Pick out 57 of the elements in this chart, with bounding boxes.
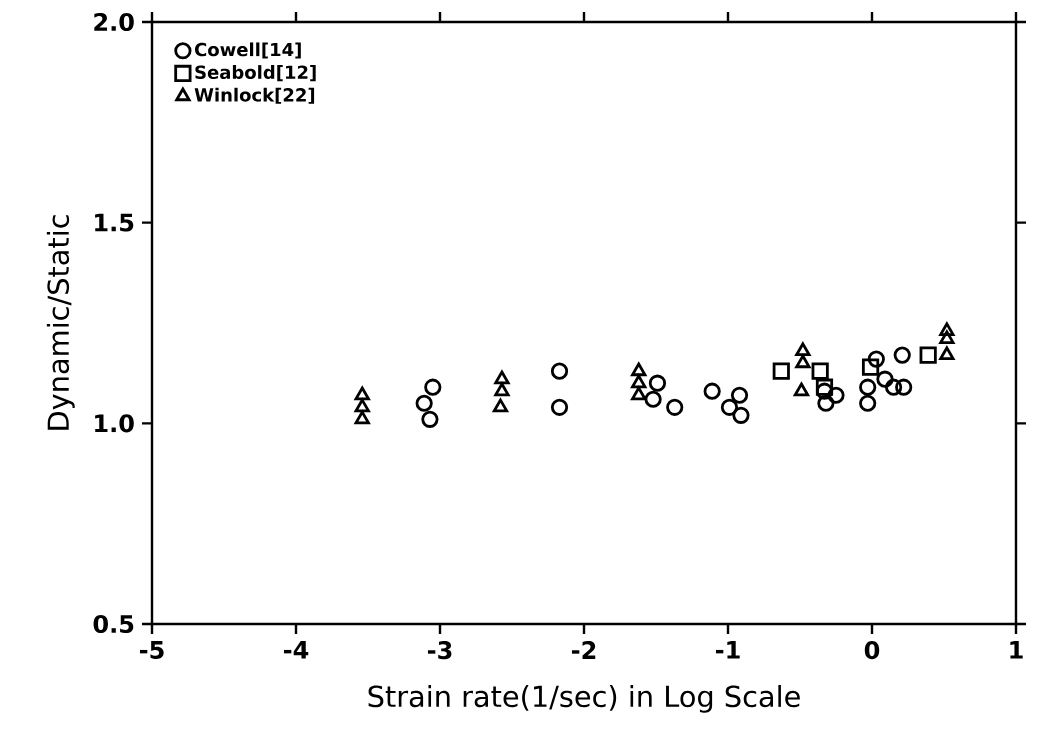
point [424, 378, 442, 396]
point [939, 322, 955, 337]
y-tick-label: 2.0 [94, 12, 134, 32]
point [867, 350, 885, 368]
point [861, 358, 880, 376]
y-axis-title: Dynamic/Static [46, 215, 75, 430]
x-tick-label: 1 [1010, 641, 1023, 659]
point [631, 374, 647, 389]
point [815, 378, 834, 396]
point [795, 342, 811, 357]
point [720, 398, 739, 416]
point [644, 390, 662, 408]
point [666, 398, 684, 416]
point [494, 382, 510, 397]
point [939, 330, 955, 345]
point [631, 386, 647, 401]
point [859, 378, 877, 396]
point [415, 394, 433, 412]
legend-label: Winlock[22] [194, 87, 315, 104]
point [631, 362, 647, 377]
point [494, 370, 510, 385]
point [550, 362, 569, 380]
point [895, 378, 913, 396]
y-tick-label: 0.5 [93, 614, 134, 634]
x-tick-label: -5 [139, 641, 164, 659]
y-tick-label: 1.5 [95, 213, 134, 232]
point [772, 362, 790, 380]
point [354, 398, 370, 413]
point [732, 406, 750, 424]
x-tick-label: -4 [283, 641, 309, 659]
point [817, 394, 835, 412]
point [793, 382, 810, 397]
point [885, 378, 903, 396]
x-tick-label: -2 [571, 641, 596, 659]
point [795, 354, 811, 369]
x-tick-label: 0 [864, 641, 880, 660]
point [827, 386, 845, 404]
point [648, 374, 667, 392]
x-tick-label: -3 [427, 641, 452, 660]
legend-label: Seabold[12] [195, 65, 316, 82]
point [354, 410, 370, 425]
x-axis-title: Strain rate(1/sec) in Log Scale [368, 684, 800, 713]
point [876, 370, 894, 388]
point [550, 398, 569, 416]
point [919, 346, 937, 364]
point [893, 346, 911, 364]
point [703, 382, 721, 400]
x-tick-label: -1 [715, 641, 740, 659]
y-tick-label: 1.0 [95, 414, 134, 433]
point [939, 346, 955, 361]
point [859, 394, 877, 412]
point [730, 386, 749, 404]
legend-label: Cowell[14] [195, 42, 301, 59]
point [811, 362, 829, 380]
point [421, 410, 439, 428]
point [354, 386, 370, 401]
point [492, 398, 509, 413]
